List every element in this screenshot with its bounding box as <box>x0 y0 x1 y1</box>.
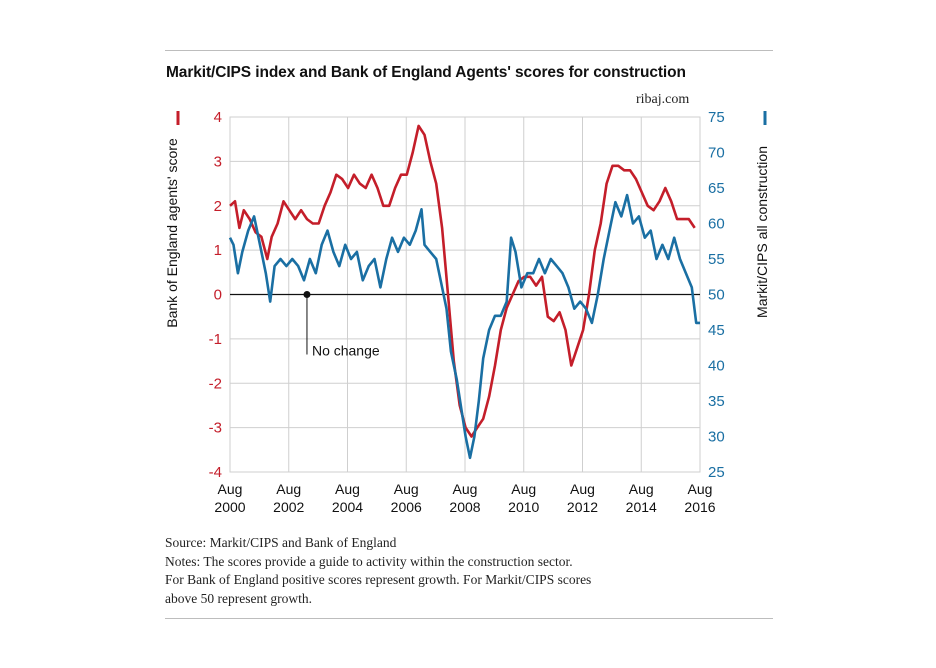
right-tick-label: 40 <box>708 358 725 375</box>
source-notes: Source: Markit/CIPS and Bank of England … <box>165 534 765 608</box>
no-change-annotation: No change <box>303 291 380 359</box>
x-tick-month: Aug <box>453 481 478 497</box>
x-tick-year: 2008 <box>449 499 480 515</box>
cips-index-line <box>228 193 700 460</box>
left-axis-ticks: 4 3 2 1 0 -1 -2 -3 -4 <box>209 109 222 481</box>
right-axis-title: Markit/CIPS all construction <box>754 146 770 318</box>
chart-title: Markit/CIPS index and Bank of England Ag… <box>166 64 686 81</box>
source-line: Source: Markit/CIPS and Bank of England <box>165 535 397 550</box>
right-tick-label: 25 <box>708 464 725 481</box>
right-tick-label: 65 <box>708 180 725 197</box>
x-tick-month: Aug <box>511 481 536 497</box>
x-tick-year: 2004 <box>332 499 363 515</box>
series-cips <box>228 193 700 460</box>
axis-titles: Bank of England agents' score Markit/CIPS… <box>164 111 770 328</box>
right-axis-ticks: 75 70 65 60 55 50 45 40 35 30 25 <box>708 109 725 481</box>
boe-score-line <box>229 124 696 438</box>
left-tick-label: 0 <box>214 287 222 304</box>
x-tick-month: Aug <box>335 481 360 497</box>
bottom-rule <box>165 618 773 619</box>
left-tick-label: 2 <box>214 198 222 215</box>
notes-line-1: Notes: The scores provide a guide to act… <box>165 553 573 569</box>
notes-line-3: above 50 represent growth. <box>165 590 312 606</box>
x-tick-year: 2002 <box>273 499 304 515</box>
x-tick-year: 2006 <box>391 499 422 515</box>
credit-label: ribaj.com <box>636 92 690 107</box>
left-tick-label: 3 <box>214 153 222 170</box>
x-tick-month: Aug <box>276 481 301 497</box>
annotation-label: No change <box>312 343 380 359</box>
left-tick-label: -1 <box>209 331 222 348</box>
right-tick-label: 70 <box>708 145 725 162</box>
x-tick-year: 2014 <box>626 499 657 515</box>
right-tick-label: 60 <box>708 216 725 233</box>
left-tick-label: 4 <box>214 109 222 126</box>
x-axis-ticks: Aug 2000 Aug 2002 Aug 2004 Aug 2006 Aug 2008 Aug 20… <box>214 481 715 515</box>
left-tick-label: -4 <box>209 464 222 481</box>
left-tick-label: -2 <box>209 375 222 392</box>
x-tick-month: Aug <box>394 481 419 497</box>
series-boe <box>229 124 696 438</box>
top-rule <box>165 50 773 51</box>
x-tick-year: 2010 <box>508 499 539 515</box>
x-tick-month: Aug <box>570 481 595 497</box>
right-tick-label: 30 <box>708 429 725 446</box>
right-tick-label: 55 <box>708 251 725 268</box>
x-tick-month: Aug <box>688 481 713 497</box>
right-tick-label: 45 <box>708 322 725 339</box>
notes-line-2: For Bank of England positive scores repr… <box>165 572 592 587</box>
left-tick-label: 1 <box>214 242 222 259</box>
left-tick-label: -3 <box>209 420 222 437</box>
left-axis-title: Bank of England agents' score <box>164 138 180 328</box>
right-tick-label: 75 <box>708 109 725 126</box>
x-tick-month: Aug <box>629 481 654 497</box>
x-tick-year: 2012 <box>567 499 598 515</box>
right-tick-label: 35 <box>708 393 725 410</box>
x-tick-year: 2000 <box>214 499 245 515</box>
x-tick-year: 2016 <box>684 499 715 515</box>
right-tick-label: 50 <box>708 287 725 304</box>
x-tick-month: Aug <box>218 481 243 497</box>
